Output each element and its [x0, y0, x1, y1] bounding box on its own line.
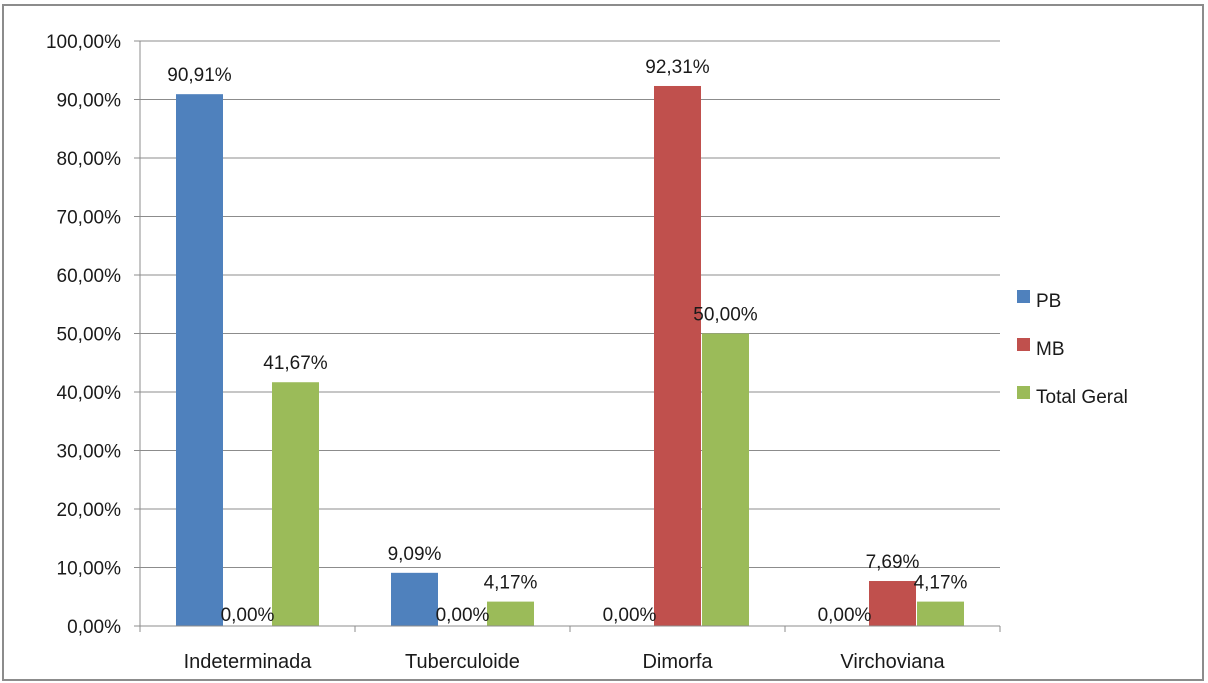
bar	[176, 94, 223, 626]
bar	[654, 85, 701, 626]
data-label: 4,17%	[484, 573, 538, 594]
data-label: 0,00%	[603, 605, 657, 626]
data-labels: 90,91% 0,00% 41,67% 9,09% 0,00% 4,17% 0,00% 92,…	[167, 57, 967, 626]
y-tick-label: 20,00%	[57, 500, 122, 521]
legend-label: MB	[1036, 339, 1065, 360]
legend-swatch	[1017, 290, 1030, 303]
data-label: 90,91%	[167, 65, 232, 86]
x-category-label: Virchoviana	[840, 651, 945, 673]
gridlines	[140, 40, 1000, 568]
data-label: 0,00%	[818, 605, 872, 626]
data-label: 7,69%	[866, 552, 920, 573]
y-tick-label: 0,00%	[67, 617, 121, 638]
bar	[272, 382, 319, 626]
y-tick-label: 40,00%	[57, 383, 122, 404]
y-tick-label: 80,00%	[57, 149, 122, 170]
data-label: 0,00%	[436, 605, 490, 626]
legend-swatch	[1017, 338, 1030, 351]
y-tick-label: 70,00%	[57, 208, 122, 229]
x-category-label: Dimorfa	[642, 651, 713, 673]
x-category-label: Tuberculoide	[405, 651, 520, 673]
bar	[487, 601, 534, 626]
bar	[702, 333, 749, 626]
y-axis-ticks: 0,00% 10,00% 20,00% 30,00% 40,00% 50,00% 60,00…	[46, 32, 121, 638]
y-tick-label: 10,00%	[57, 559, 122, 580]
y-tick-label: 30,00%	[57, 442, 122, 463]
y-tick-label: 60,00%	[57, 266, 122, 287]
legend-swatch	[1017, 386, 1030, 399]
data-label: 50,00%	[693, 305, 758, 326]
bar	[917, 601, 964, 626]
x-category-label: Indeterminada	[184, 651, 313, 673]
x-axis-categories: Indeterminada Tuberculoide Dimorfa Virchovi…	[184, 651, 946, 673]
data-label: 41,67%	[263, 353, 328, 374]
y-tick-label: 100,00%	[46, 32, 121, 53]
data-label: 92,31%	[645, 57, 710, 78]
legend-label: Total Geral	[1036, 387, 1128, 408]
legend: PB MB Total Geral	[1017, 290, 1128, 408]
data-label: 4,17%	[914, 573, 968, 594]
bars	[176, 85, 964, 626]
bar	[869, 581, 916, 626]
legend-label: PB	[1036, 291, 1061, 312]
bar	[391, 572, 438, 626]
y-tick-label: 90,00%	[57, 91, 122, 112]
y-tick-label: 50,00%	[57, 325, 122, 346]
data-label: 9,09%	[388, 544, 442, 565]
axes	[134, 40, 1001, 632]
data-label: 0,00%	[221, 605, 275, 626]
